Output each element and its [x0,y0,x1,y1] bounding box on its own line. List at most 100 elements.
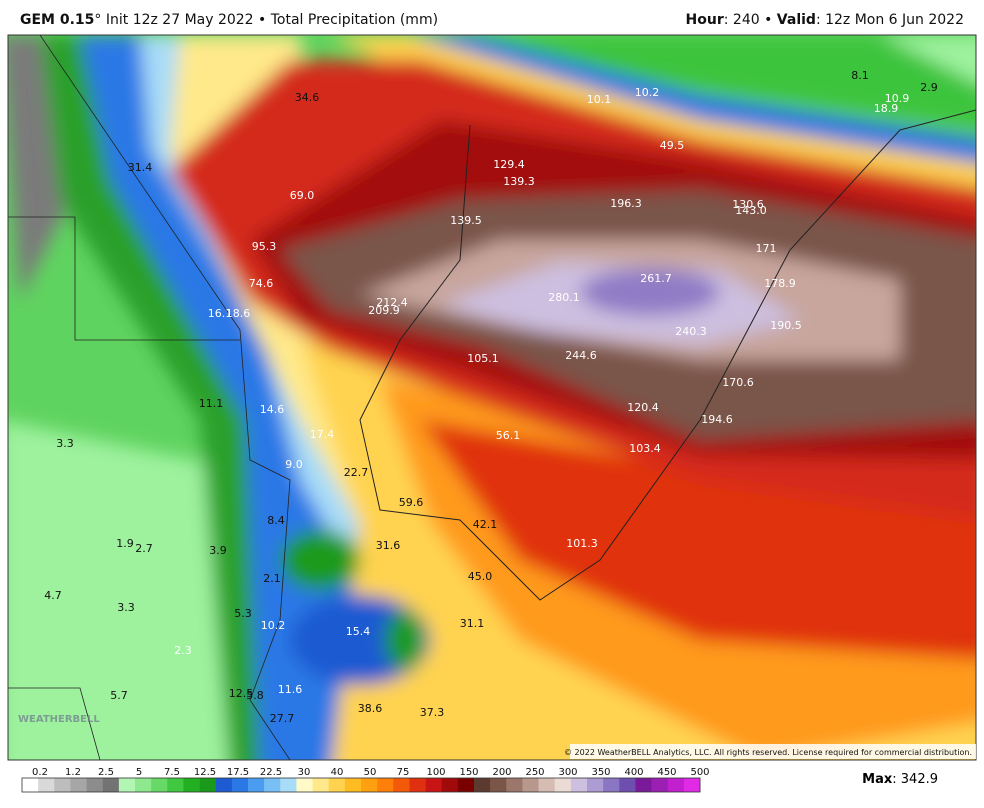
valid-key: Valid [776,12,816,28]
colorbar-swatch [554,778,572,792]
colorbar-swatch [522,778,539,792]
colorbar-label: 7.5 [164,767,180,778]
map-label: 10.1 [587,93,612,106]
colorbar-swatch [538,778,556,792]
colorbar-label: 500 [690,767,709,778]
map-label: 9.0 [285,458,303,471]
map-label: 103.4 [629,442,661,455]
max: Max: 342.9 [862,772,938,787]
colorbar-swatch [118,778,136,792]
map-label: 194.6 [701,413,733,426]
colorbar-label: 22.5 [260,767,282,778]
colorbar-swatch [199,778,217,792]
map-label: 69.0 [290,189,315,202]
colorbar-swatch [490,778,507,792]
map-label: 12.5 [229,687,254,700]
colorbar-swatch [570,778,588,792]
map-label: 261.7 [640,272,672,285]
colorbar-swatch [457,778,475,792]
map-label: 5.7 [110,689,128,702]
colorbar-swatch [183,778,200,792]
colorbar-swatch [425,778,443,792]
colorbar-label: 150 [459,767,478,778]
title: ° Init 12z 27 May 2022 • Total Precipita… [94,12,439,28]
map-label: 280.1 [548,291,580,304]
map-label: 11.1 [199,397,224,410]
map-label: 15.4 [346,625,371,638]
colorbar-label: 350 [591,767,610,778]
colorbar-label: 450 [657,767,676,778]
map-label: 190.5 [770,319,802,332]
colorbar-label: 1.2 [65,767,81,778]
map-label: 2.1 [263,572,281,585]
map-label: 34.6 [295,91,320,104]
map-label: 171 [756,242,777,255]
colorbar-label: 400 [624,767,643,778]
map-label: 2.3 [174,644,192,657]
colorbar-swatch [328,778,346,792]
map-label: 22.7 [344,466,369,479]
map-label: 45.0 [468,570,493,583]
hour-key: Hour [685,12,724,28]
colorbar-swatch [603,778,620,792]
map-label: 101.3 [566,537,598,550]
map-label: 244.6 [565,349,597,362]
map-label: 37.3 [420,706,445,719]
map-label: 139.5 [450,214,482,227]
colorbar-swatch [344,778,362,792]
map-label: 178.9 [764,277,796,290]
precip-field [8,35,976,760]
colorbar-swatch [377,778,394,792]
colorbar-label: 5 [136,767,142,778]
colorbar-label: 300 [558,767,577,778]
map-frame [7,34,977,761]
colorbar-swatch [102,778,120,792]
colorbar-swatch [70,778,87,792]
logo: WEATHERBELL [18,714,100,725]
copyright-bg [570,744,976,759]
map-label: 95.3 [252,240,277,253]
copyright: © 2022 WeatherBELL Analytics, LLC. All r… [564,748,972,757]
map-label: 10.2 [635,86,660,99]
colorbar-swatch [587,778,604,792]
colorbar-swatch [135,778,152,792]
map-label: 14.6 [260,403,285,416]
map-label: 31.6 [376,539,401,552]
colorbar-label: 12.5 [194,767,216,778]
map-label: 212.4 [376,296,408,309]
colorbar-swatch [683,778,701,792]
map-label: 31.1 [460,617,485,630]
colorbar-swatch [667,778,685,792]
colorbar-label: 2.5 [98,767,114,778]
colorbar-label: 200 [492,767,511,778]
colorbar-swatch [151,778,168,792]
colorbar-swatch [22,778,39,792]
map-label: 143.0 [735,204,767,217]
colorbar-swatch [312,778,330,792]
colorbar-label: 100 [426,767,445,778]
map-label: 5.8 [246,689,264,702]
map-label: 56.1 [496,429,521,442]
colorbar-swatch [409,778,426,792]
colorbar-swatch [215,778,233,792]
colorbar-label: 0.2 [32,767,48,778]
map-label: 170.6 [722,376,754,389]
map-label: 11.6 [278,683,303,696]
map-label: 1.9 [116,537,134,550]
colorbar-label: 30 [298,767,311,778]
colorbar-label: 40 [331,767,344,778]
map-label: 18.9 [874,102,899,115]
colorbar-swatch [474,778,491,792]
colorbar-swatch [506,778,523,792]
colorbar-swatch [264,778,281,792]
map-label: 130.6 [732,198,764,211]
max-value: : 342.9 [892,772,938,787]
map-label: 196.3 [610,197,642,210]
model: GEM 0.15 [20,12,95,28]
map-label: 10.2 [261,619,286,632]
map-label: 8.1 [851,69,869,82]
map-label: 74.6 [249,277,274,290]
header-right: Hour: 240 • Valid: 12z Mon 6 Jun 2022 [686,12,964,28]
